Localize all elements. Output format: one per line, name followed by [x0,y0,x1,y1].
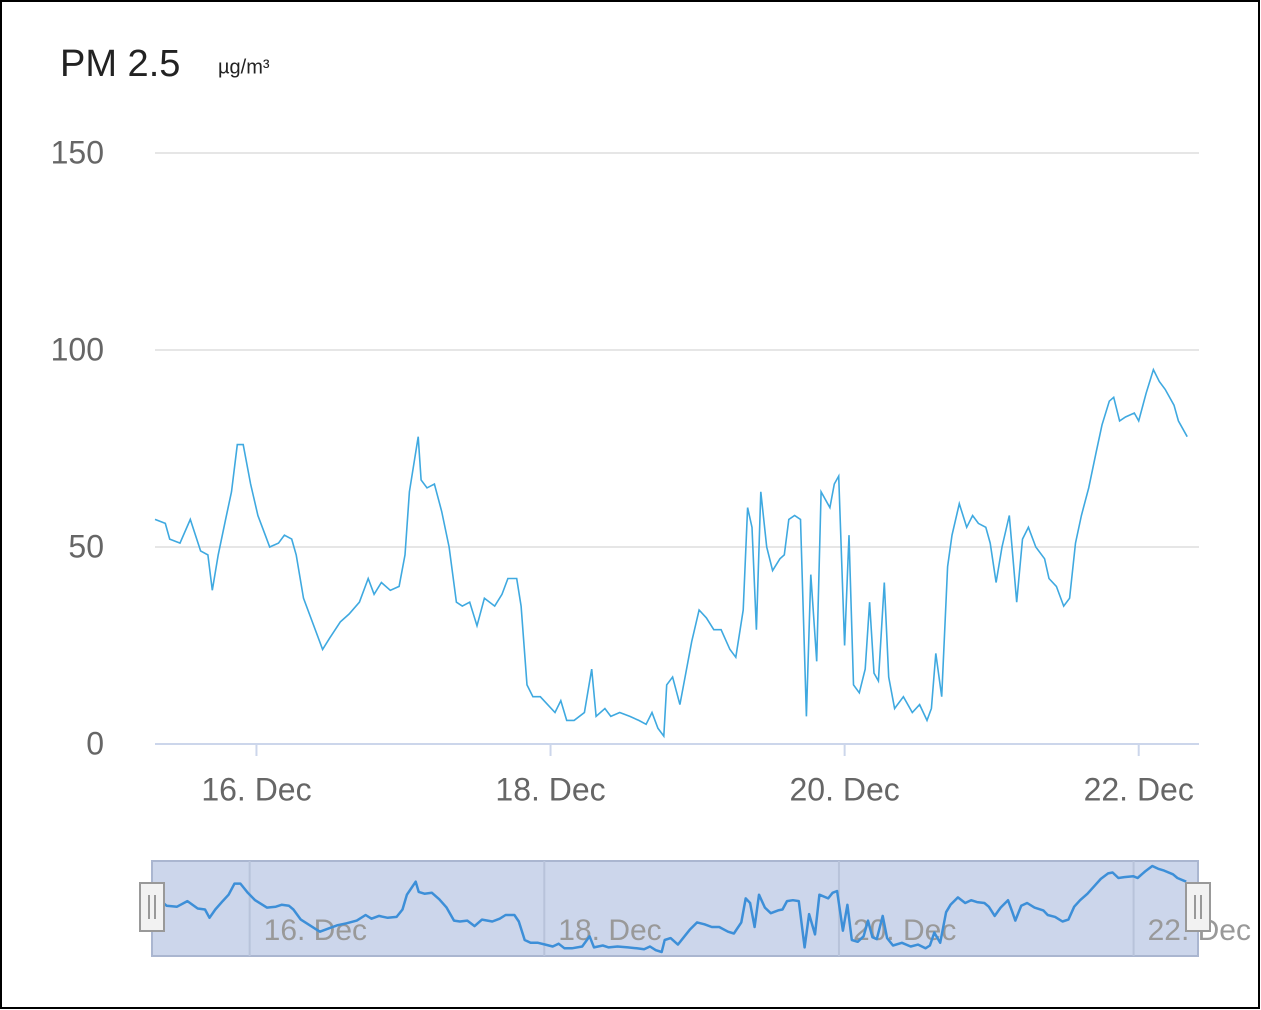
y-tick-label: 50 [68,528,104,564]
y-tick-label: 150 [51,134,104,170]
navigator-mask [151,860,1199,957]
chart-subtitle: µg/m³ [218,56,270,78]
navigator-tick-label: 16. Dec [264,914,367,947]
data-line [154,367,1188,739]
x-tick-label: 22. Dec [1084,771,1194,807]
handle-body [1185,882,1211,932]
x-tick-label: 16. Dec [201,771,311,807]
x-tick-label: 20. Dec [789,771,899,807]
x-tick-label: 18. Dec [495,771,605,807]
y-tick-label: 100 [51,331,104,367]
chart-title: PM 2.5 [60,43,180,85]
handle-body [139,882,165,932]
y-tick-label: 0 [86,725,104,761]
navigator-line [151,864,1187,954]
navigator-handle[interactable] [139,882,165,932]
navigator-handle[interactable] [1185,882,1211,932]
navigator[interactable]: 16. Dec 18. Dec 20. Dec 22. Dec [139,860,1251,957]
navigator-tick-label: 18. Dec [558,914,661,947]
